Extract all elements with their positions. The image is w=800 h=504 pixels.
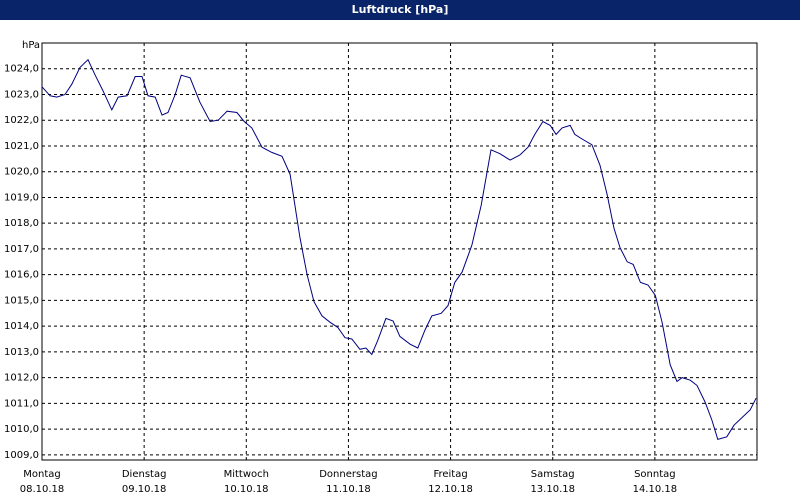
background — [0, 20, 800, 500]
y-tick-label: 1021,0 — [4, 141, 39, 152]
y-tick-label: 1024,0 — [4, 64, 39, 75]
y-tick-label: 1011,0 — [4, 398, 39, 409]
x-tick-label: Dienstag — [122, 469, 167, 480]
y-unit: hPa — [22, 40, 40, 51]
y-tick-label: 1019,0 — [4, 192, 39, 203]
x-tick-date: 10.10.18 — [224, 484, 269, 495]
x-tick-date: 12.10.18 — [428, 484, 473, 495]
x-tick-date: 11.10.18 — [326, 484, 371, 495]
x-tick-date: 08.10.18 — [20, 484, 65, 495]
y-tick-label: 1022,0 — [4, 115, 39, 126]
x-tick-date: 14.10.18 — [633, 484, 678, 495]
y-tick-label: 1013,0 — [4, 347, 39, 358]
y-tick-label: 1017,0 — [4, 244, 39, 255]
x-tick-date: 13.10.18 — [530, 484, 575, 495]
x-tick-label: Montag — [23, 469, 60, 480]
title-bar — [0, 0, 800, 20]
line-series — [41, 58, 757, 441]
x-tick-label: Mittwoch — [224, 469, 269, 480]
y-tick-label: 1020,0 — [4, 167, 39, 178]
y-tick-label: 1015,0 — [4, 295, 39, 306]
x-tick-label: Sonntag — [634, 469, 676, 480]
x-tick-label: Freitag — [433, 469, 467, 480]
y-tick-label: 1009,0 — [4, 450, 39, 461]
y-tick-label: 1016,0 — [4, 270, 39, 281]
y-tick-label: 1012,0 — [4, 373, 39, 384]
y-tick-label: 1018,0 — [4, 218, 39, 229]
x-tick-label: Donnerstag — [319, 469, 377, 480]
x-tick-label: Samstag — [531, 469, 575, 480]
x-tick-date: 09.10.18 — [122, 484, 167, 495]
y-tick-label: 1014,0 — [4, 321, 39, 332]
chart-title: Luftdruck [hPa] — [352, 3, 449, 16]
y-tick-label: 1010,0 — [4, 424, 39, 435]
plot-border — [41, 42, 758, 461]
y-tick-label: 1023,0 — [4, 89, 39, 100]
